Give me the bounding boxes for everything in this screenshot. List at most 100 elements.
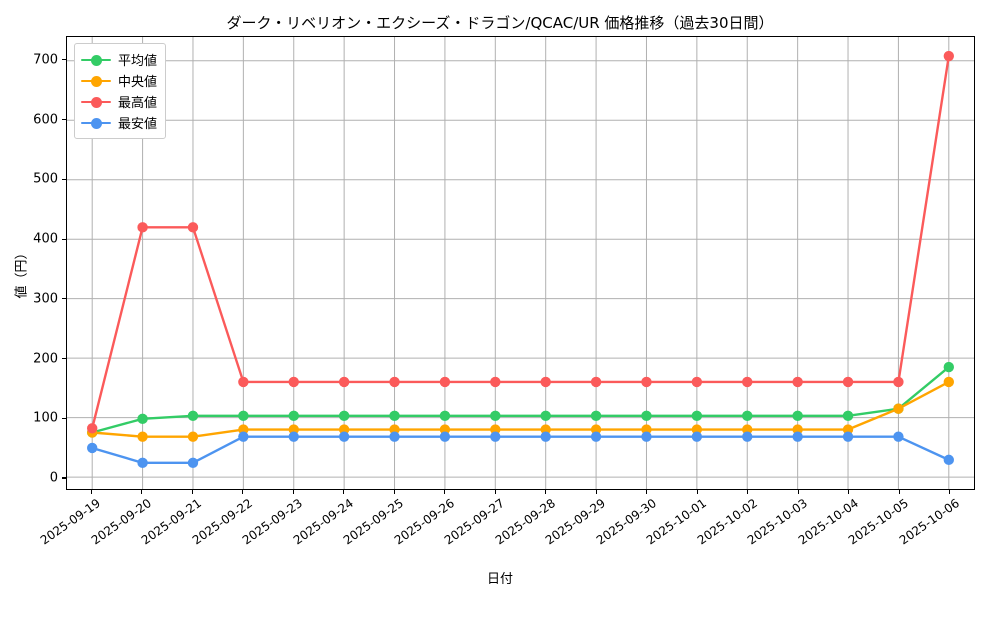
data-point [137,413,148,424]
x-tick-mark [444,490,446,494]
data-point [338,424,350,435]
data-point [439,431,451,442]
data-point [389,410,400,422]
x-tick-label: 2025-09-26 [391,496,457,548]
data-point [691,410,703,422]
data-point [338,431,350,442]
x-tick-mark [191,490,193,494]
data-point [490,424,501,435]
x-tick-mark [949,490,951,494]
x-tick-label: 2025-09-24 [290,496,356,548]
data-point [439,424,451,435]
legend-label: 最安値 [118,117,158,132]
data-point [137,457,148,469]
data-point [288,424,299,435]
data-point [792,410,803,422]
legend-swatch-icon [81,95,111,109]
data-point [641,410,652,422]
data-point [842,431,854,442]
data-point [691,376,703,388]
data-point [338,376,350,388]
x-tick-label: 2025-09-28 [492,496,558,548]
x-tick-label: 2025-10-03 [745,496,811,548]
x-tick-mark [393,490,395,494]
x-tick-label: 2025-10-05 [846,496,912,548]
x-tick-label: 2025-09-22 [189,496,255,548]
data-point [540,410,551,422]
y-tick-label: 700 [33,52,58,68]
data-point [137,222,148,233]
x-tick-mark [292,490,294,494]
x-tick-label: 2025-09-25 [341,496,407,548]
y-tick-label: 100 [33,410,58,426]
legend-item-3[interactable]: 最安値 [81,112,157,133]
x-tick-label: 2025-10-04 [795,496,861,548]
x-tick-mark [242,490,244,494]
data-point [792,376,803,388]
legend-item-1[interactable]: 中央値 [81,70,157,91]
chart-title: ダーク・リベリオン・エクシーズ・ドラゴン/QCAC/UR 価格推移（過去30日間… [226,14,774,32]
legend-label: 中央値 [118,75,158,90]
x-tick-label: 2025-10-01 [644,496,710,548]
data-point [742,376,753,388]
data-point [389,431,400,442]
legend-item-0[interactable]: 平均値 [81,49,157,70]
data-point [742,424,753,435]
data-point [691,424,703,435]
data-point [842,424,854,435]
data-point [137,431,148,442]
x-tick-mark [141,490,143,494]
x-tick-label: 2025-10-02 [694,496,760,548]
x-tick-label: 2025-09-19 [38,496,104,548]
data-point [590,431,602,442]
y-tick-label: 300 [33,291,58,307]
data-point [842,376,854,388]
y-tick-label: 200 [33,351,58,367]
data-point [187,222,199,233]
series-line-0 [90,365,951,434]
legend-label: 平均値 [118,54,158,69]
legend-item-2[interactable]: 最高値 [81,91,157,112]
data-point [893,403,904,414]
legend-swatch-icon [81,53,111,67]
data-point [490,376,501,388]
data-point [590,376,602,388]
data-point [792,431,803,442]
data-point [641,424,652,435]
legend-label: 最高値 [118,96,158,111]
data-point [943,50,954,62]
data-point [893,431,904,442]
plot-area [66,36,975,490]
series-line-1 [90,380,951,438]
legend-swatch-icon [81,74,111,88]
y-tick-label: 400 [33,231,58,247]
x-tick-mark [343,490,345,494]
data-point [943,376,954,388]
legend-swatch-icon [81,116,111,130]
x-tick-label: 2025-09-20 [88,496,154,548]
data-point [540,376,551,388]
data-point [943,454,954,466]
x-tick-label: 2025-09-23 [240,496,306,548]
data-point [641,376,652,388]
data-point [439,376,451,388]
data-point [238,376,249,388]
data-point [742,431,753,442]
x-tick-mark [90,490,92,494]
data-point [238,424,249,435]
data-point [238,431,249,442]
data-point [288,431,299,442]
data-point [691,431,703,442]
data-point [792,424,803,435]
data-point [187,431,199,442]
data-point [893,376,904,388]
x-tick-label: 2025-10-06 [896,496,962,548]
x-tick-mark [797,490,799,494]
data-point [943,361,954,373]
y-tick-label: 0 [49,470,58,486]
data-point [590,424,602,435]
data-point [288,410,299,422]
chart-legend[interactable]: 平均値中央値最高値最安値 [74,43,167,139]
data-point [187,410,199,422]
price-history-chart-figure: ダーク・リベリオン・エクシーズ・ドラゴン/QCAC/UR 価格推移（過去30日間… [14,14,975,587]
